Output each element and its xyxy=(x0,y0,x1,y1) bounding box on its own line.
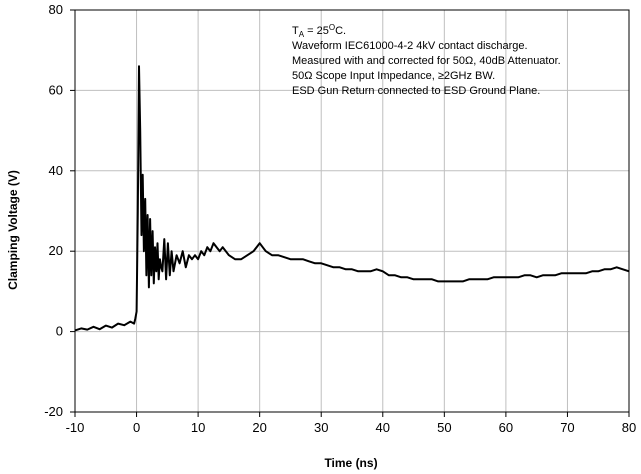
x-tick-label: -10 xyxy=(66,420,85,435)
x-tick-label: 0 xyxy=(133,420,140,435)
annotation-line-2: Measured with and corrected for 50Ω, 40d… xyxy=(292,55,561,67)
y-tick-label: -20 xyxy=(44,404,63,419)
y-tick-label: 0 xyxy=(56,324,63,339)
ta-end: C. xyxy=(335,25,346,37)
y-tick-label: 20 xyxy=(49,243,63,258)
ta-rest: = 25 xyxy=(304,25,329,37)
annotation-line-4: ESD Gun Return connected to ESD Ground P… xyxy=(292,85,540,97)
tick-marks xyxy=(70,9,630,417)
ta-degree: O xyxy=(329,23,335,32)
x-tick-label: 20 xyxy=(252,420,266,435)
y-tick-label: 40 xyxy=(49,163,63,178)
x-tick-labels: -10 0 10 20 30 40 50 60 70 80 xyxy=(66,420,637,435)
x-tick-label: 70 xyxy=(560,420,574,435)
x-tick-label: 40 xyxy=(376,420,390,435)
x-tick-label: 50 xyxy=(437,420,451,435)
annotation-line-1: Waveform IEC61000-4-2 4kV contact discha… xyxy=(292,40,528,52)
series-line xyxy=(74,65,630,332)
y-tick-label: 60 xyxy=(49,82,63,97)
series-group xyxy=(74,65,630,332)
y-axis-title: Clamping Voltage (V) xyxy=(6,170,20,290)
ta-prefix: T xyxy=(292,25,299,37)
plot-frame xyxy=(74,9,630,413)
y-tick-label: 80 xyxy=(49,2,63,17)
annotation-line-3: 50Ω Scope Input Impedance, ≥2GHz BW. xyxy=(292,70,495,82)
x-tick-label: 60 xyxy=(499,420,513,435)
ta-subscript: A xyxy=(299,30,305,39)
x-tick-label: 10 xyxy=(191,420,205,435)
y-tick-labels: -20 0 20 40 60 80 xyxy=(44,2,63,419)
x-tick-label: 30 xyxy=(314,420,328,435)
annotation-box: TA = 25OC. Waveform IEC61000-4-2 4kV con… xyxy=(292,23,561,97)
x-tick-label: 80 xyxy=(622,420,636,435)
x-axis-title: Time (ns) xyxy=(324,456,377,470)
annotation-line-ta: TA = 25OC. xyxy=(292,23,346,39)
